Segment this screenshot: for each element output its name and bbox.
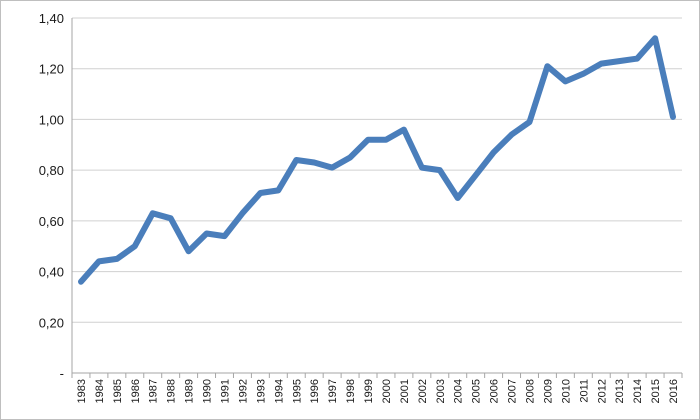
x-tick-label-2012: 2012 <box>596 379 608 403</box>
y-tick-label-4: 0,80 <box>39 163 64 178</box>
x-tick-label-2004: 2004 <box>453 379 465 403</box>
series <box>78 35 676 285</box>
x-tick-label-2010: 2010 <box>560 379 572 403</box>
x-tick-label-2009: 2009 <box>542 379 554 403</box>
x-tick-label-2005: 2005 <box>471 379 483 403</box>
x-tick-label-1995: 1995 <box>291 379 303 403</box>
x-tick-label-2001: 2001 <box>399 379 411 403</box>
x-tick-label-1990: 1990 <box>202 379 214 403</box>
x-tick-label-2013: 2013 <box>614 379 626 403</box>
x-tick-label-1999: 1999 <box>363 379 375 403</box>
y-axis-tick-labels: - 0,20 0,40 0,60 0,80 1,00 1,20 1,40 <box>39 11 64 381</box>
y-tick-label-5: 1,00 <box>39 112 64 127</box>
axes <box>71 18 683 378</box>
gridlines <box>72 17 682 323</box>
x-tick-label-1985: 1985 <box>112 379 124 403</box>
x-tick-label-1997: 1997 <box>327 379 339 403</box>
y-tick-label-7: 1,40 <box>39 11 64 26</box>
y-tick-label-6: 1,20 <box>39 62 64 77</box>
y-tick-label-1: 0,20 <box>39 315 64 330</box>
x-tick-label-2003: 2003 <box>435 379 447 403</box>
x-tick-label-1987: 1987 <box>148 379 160 403</box>
x-tick-label-2007: 2007 <box>507 379 519 403</box>
x-tick-label-2015: 2015 <box>650 379 662 403</box>
x-tick-label-1988: 1988 <box>166 379 178 403</box>
x-tick-label-2011: 2011 <box>578 379 590 403</box>
x-tick-label-1984: 1984 <box>94 379 106 403</box>
x-tick-label-2014: 2014 <box>632 379 644 403</box>
x-tick-label-1992: 1992 <box>237 379 249 403</box>
x-tick-label-1998: 1998 <box>345 379 357 403</box>
x-tick-label-2002: 2002 <box>417 379 429 403</box>
x-tick-label-1996: 1996 <box>309 379 321 403</box>
x-tick-label-1993: 1993 <box>255 379 267 403</box>
y-tick-label-2: 0,40 <box>39 265 64 280</box>
x-tick-label-1991: 1991 <box>220 379 232 403</box>
x-axis-tick-labels: 1983 1984 1985 1986 1987 1988 1989 1990 1991 1992… <box>76 379 680 403</box>
y-tick-label-3: 0,60 <box>39 214 64 229</box>
x-tick-label-2006: 2006 <box>489 379 501 403</box>
series-line <box>78 35 676 285</box>
y-tick-label-0: - <box>60 366 64 381</box>
x-tick-label-2016: 2016 <box>668 379 680 403</box>
x-tick-label-1983: 1983 <box>76 379 88 403</box>
x-tick-label-2000: 2000 <box>381 379 393 403</box>
x-tick-label-1989: 1989 <box>184 379 196 403</box>
x-tick-label-1986: 1986 <box>130 379 142 403</box>
x-tick-label-2008: 2008 <box>525 379 537 403</box>
x-tick-label-1994: 1994 <box>273 379 285 403</box>
